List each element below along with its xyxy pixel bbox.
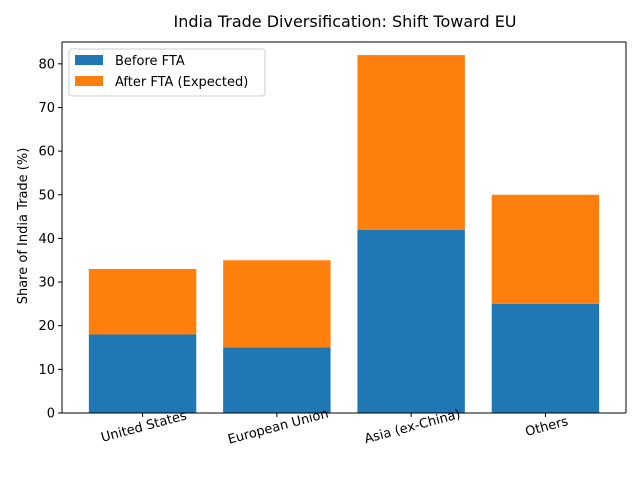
legend-swatch-0 [75,55,103,65]
y-tick-label: 40 [38,232,55,247]
y-tick-label: 0 [47,407,55,422]
x-tick-label: Others [524,414,570,440]
y-tick-label: 50 [38,188,55,203]
legend-label-0: Before FTA [115,54,185,69]
bar-after-fta-1 [223,260,331,348]
bar-before-fta-3 [491,303,600,413]
y-tick-label: 30 [38,276,55,291]
y-tick-label: 80 [38,57,55,72]
bar-after-fta-0 [88,268,197,335]
legend-label-1: After FTA (Expected) [115,75,248,90]
bar-before-fta-0 [88,334,197,413]
bar-before-fta-1 [223,347,331,413]
y-axis-label: Share of India Trade (%) [16,148,31,305]
bar-before-fta-2 [357,229,465,413]
bars-layer [88,55,600,413]
y-tick-label: 70 [38,101,55,116]
y-tick-label: 60 [38,145,55,160]
legend-frame [68,48,266,97]
chart-title: India Trade Diversification: Shift Towar… [173,12,516,31]
legend-swatch-1 [75,76,103,86]
y-tick-label: 20 [38,319,55,334]
bar-after-fta-2 [357,55,465,230]
y-tick-label: 10 [38,363,55,378]
bar-after-fta-3 [491,194,600,304]
x-tick-label: United States [99,408,188,445]
legend: Before FTA After FTA (Expected) [68,48,266,97]
